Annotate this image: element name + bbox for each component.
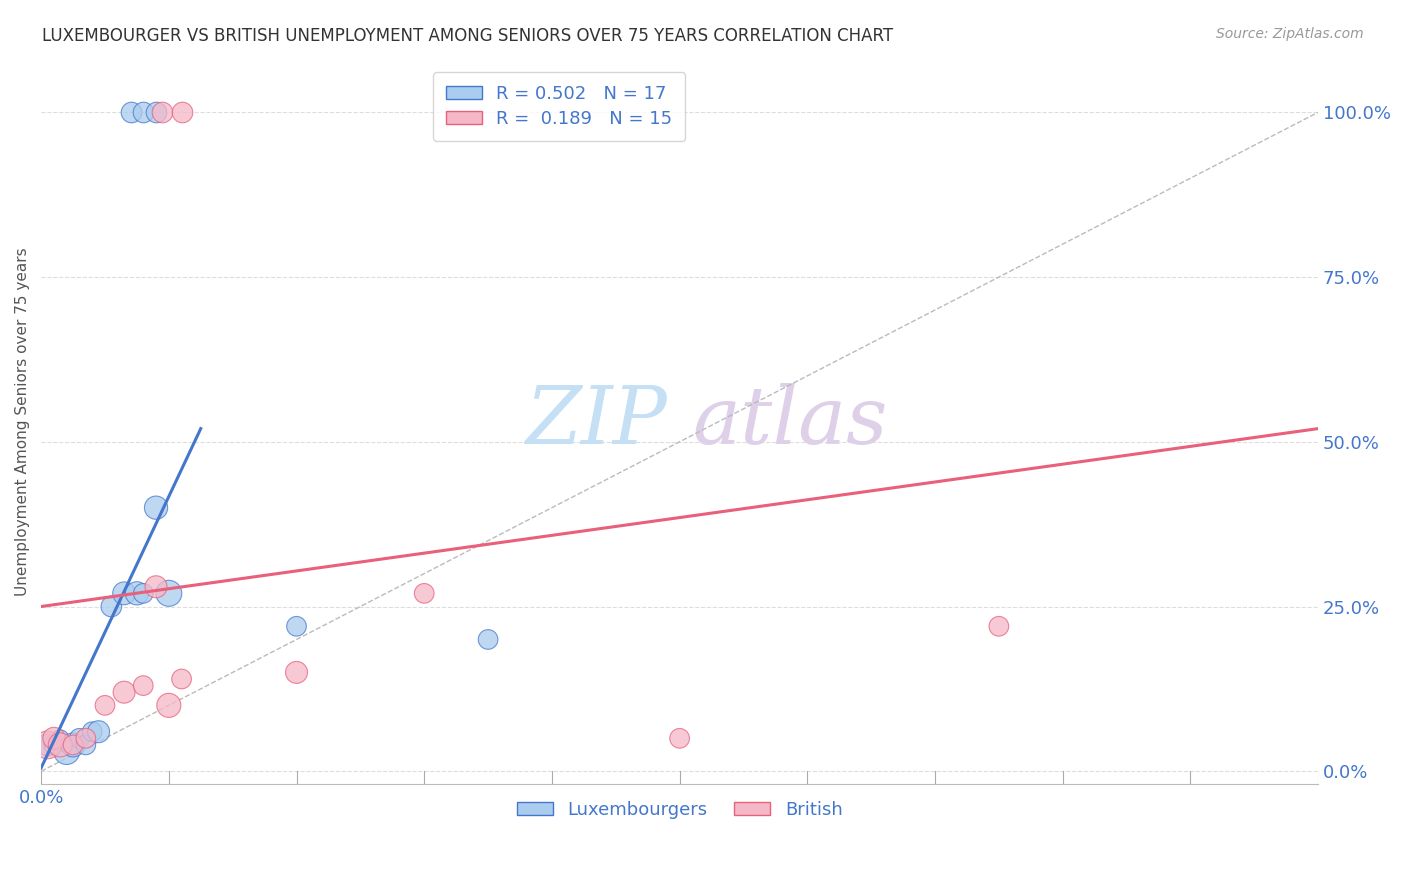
Point	[42, 731, 65, 746]
Point	[94, 698, 117, 713]
Point	[49, 731, 72, 746]
Point	[37, 738, 59, 752]
Point	[42, 738, 65, 752]
Point	[285, 665, 308, 680]
Point	[62, 738, 84, 752]
Point	[170, 105, 193, 120]
Point	[67, 731, 90, 746]
Point	[112, 685, 135, 699]
Legend: Luxembourgers, British: Luxembourgers, British	[509, 794, 849, 826]
Point	[152, 105, 174, 120]
Point	[477, 632, 499, 647]
Point	[132, 105, 155, 120]
Y-axis label: Unemployment Among Seniors over 75 years: Unemployment Among Seniors over 75 years	[15, 248, 30, 597]
Point	[413, 586, 436, 600]
Point	[145, 500, 167, 515]
Point	[87, 724, 110, 739]
Point	[120, 105, 142, 120]
Point	[157, 586, 180, 600]
Point	[145, 580, 167, 594]
Point	[145, 105, 167, 120]
Point	[100, 599, 122, 614]
Text: atlas: atlas	[692, 384, 887, 461]
Point	[170, 672, 193, 686]
Point	[49, 738, 72, 752]
Point	[132, 586, 155, 600]
Text: Source: ZipAtlas.com: Source: ZipAtlas.com	[1216, 27, 1364, 41]
Point	[55, 744, 77, 758]
Point	[132, 679, 155, 693]
Point	[82, 724, 104, 739]
Text: ZIP: ZIP	[524, 384, 666, 461]
Point	[37, 738, 59, 752]
Point	[285, 619, 308, 633]
Point	[157, 698, 180, 713]
Point	[112, 586, 135, 600]
Point	[75, 731, 97, 746]
Point	[125, 586, 148, 600]
Point	[62, 738, 84, 752]
Point	[668, 731, 690, 746]
Text: LUXEMBOURGER VS BRITISH UNEMPLOYMENT AMONG SENIORS OVER 75 YEARS CORRELATION CHA: LUXEMBOURGER VS BRITISH UNEMPLOYMENT AMO…	[42, 27, 893, 45]
Point	[987, 619, 1010, 633]
Point	[75, 738, 97, 752]
